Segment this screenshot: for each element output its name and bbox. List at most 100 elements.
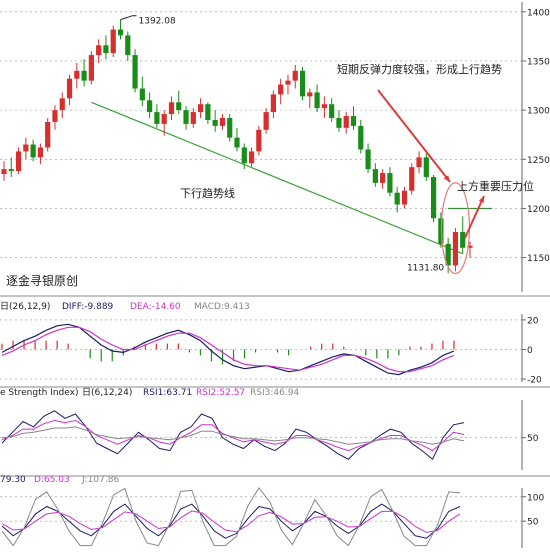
macd-tick-label: 0 [527, 346, 533, 356]
candle-body [263, 112, 269, 130]
rebound-arrow-head [443, 175, 450, 182]
candle-body [430, 176, 437, 219]
candle-body [1, 169, 7, 175]
rsi-tick-label: 50 [527, 434, 539, 444]
downtrend-line [91, 101, 463, 255]
candle-body [168, 102, 175, 115]
candle-body [74, 70, 80, 79]
candle-body [176, 102, 182, 111]
candle-body [219, 118, 226, 126]
candle-body [125, 35, 131, 56]
macd-legend-macd: MACD:9.413 [194, 302, 250, 312]
price-tick-label: 1250 [527, 156, 550, 166]
rsi-legend-rsi2: RSI2:52.57 [196, 388, 245, 398]
candle-body [59, 98, 65, 111]
candle-body [110, 29, 116, 54]
price-tick-label: 1150 [527, 254, 550, 264]
candle-body [8, 169, 14, 172]
candle-body [336, 118, 342, 128]
kdj-legend-d: D:65.03 [34, 475, 70, 485]
price-tick-label: 1400 [527, 8, 550, 18]
candle-body [132, 55, 138, 89]
rebound-arrow [377, 89, 451, 183]
candle-body [270, 94, 277, 113]
candle-body [365, 149, 371, 170]
candle-body [23, 144, 29, 152]
candle-body [343, 116, 349, 128]
kdj-line-k [1, 503, 461, 539]
peak-label: 1392.08 [139, 17, 176, 27]
candle-body [350, 116, 357, 126]
watermark-text: 逐金寻银原创 [6, 273, 78, 288]
rsi-line-rsi2 [1, 419, 465, 452]
rsi-legend-rsi3: RSI3:46.94 [250, 388, 299, 398]
candle-body [394, 192, 400, 205]
rsi-line-rsi1 [1, 410, 465, 460]
candle-body [96, 45, 102, 56]
candle-body [387, 173, 393, 193]
candle-body [372, 169, 378, 183]
candle-body [248, 151, 255, 164]
kdj-tick-label: 50 [527, 518, 539, 528]
candle-body [154, 112, 160, 124]
candle-body [321, 104, 327, 109]
candle-body [15, 151, 22, 172]
candle-body [423, 157, 429, 177]
rsi-legend-prefix: e Strength Index) [0, 388, 78, 398]
candle-body [234, 137, 240, 148]
candle-body [307, 92, 313, 97]
candle-body [292, 70, 298, 81]
candle-body [212, 119, 218, 126]
candle-body [241, 147, 247, 164]
candle-body [52, 110, 58, 122]
candle-body [37, 147, 44, 158]
candle-body [139, 88, 145, 101]
candle-body [30, 144, 36, 158]
kdj-line-j [1, 487, 461, 547]
candle-body [445, 243, 451, 266]
candle-body [183, 110, 189, 124]
candle-body [401, 190, 408, 205]
candle-body [147, 100, 153, 113]
low-label: 1131.80 [407, 263, 444, 273]
macd-tick-label: -20 [527, 376, 542, 386]
candle-body [467, 245, 473, 248]
candle-body [416, 157, 422, 168]
candle-body [45, 121, 51, 148]
kdj-legend-j: J:107.86 [81, 475, 119, 485]
candle-body [452, 232, 459, 266]
macd-legend-dea: DEA:-14.60 [130, 302, 181, 312]
kdj-legend-k: 79.30 [0, 475, 26, 485]
rsi-legend-rsi1: RSI1:63.71 [143, 388, 192, 398]
candle-body [66, 78, 73, 99]
macd-tick-label: 20 [527, 316, 539, 326]
candle-body [299, 70, 306, 97]
candle-body [197, 104, 204, 113]
macd-legend-title: 日(26,12,9) [0, 301, 50, 312]
candle-body [205, 104, 211, 120]
candle-body [285, 80, 291, 85]
candle-body [358, 125, 364, 150]
price-tick-label: 1350 [527, 57, 550, 67]
candle-body [460, 232, 466, 248]
price-tick-label: 1200 [527, 205, 550, 215]
candle-body [314, 92, 320, 109]
candle-body [117, 29, 124, 36]
kdj-tick-label: 100 [527, 493, 544, 503]
trendline-text: 下行趋势线 [180, 186, 235, 200]
macd-legend-diff: DIFF:-9.889 [62, 302, 114, 312]
kdj-line-d [1, 510, 461, 533]
candle-body [256, 129, 262, 152]
peak-pointer [120, 15, 137, 21]
rebound-text: 短期反弹力度较强，形成上行趋势 [337, 62, 502, 76]
uptrend-arrow [464, 195, 485, 239]
resistance-text: 上方重要压力位 [457, 179, 534, 193]
candle-body [103, 45, 109, 54]
uptrend-arrow-head [478, 196, 484, 203]
rsi-legend-title: 日(6,12,24) [82, 387, 132, 398]
candle-body [278, 84, 284, 95]
candle-body [161, 114, 167, 124]
price-tick-label: 1300 [527, 107, 550, 117]
